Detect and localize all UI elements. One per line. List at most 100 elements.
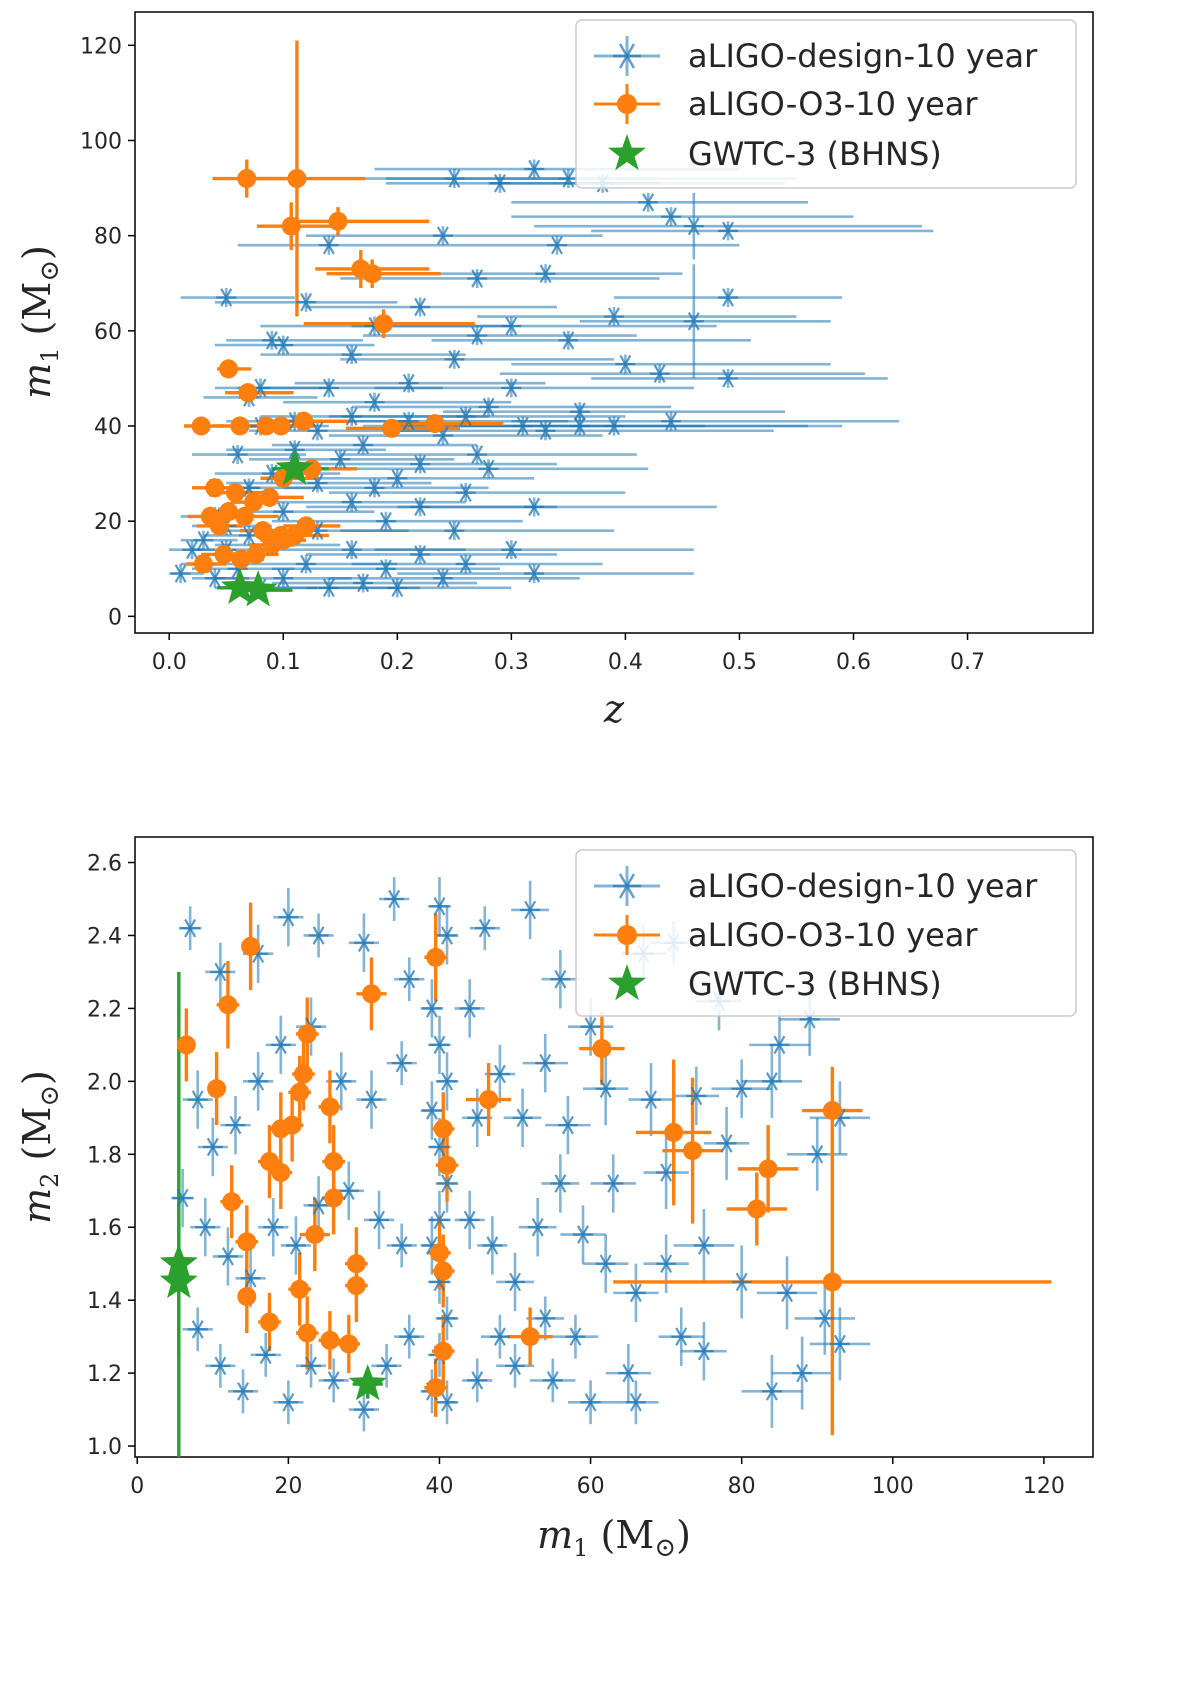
o3-point	[260, 487, 280, 507]
design-point	[718, 288, 739, 307]
design-point	[524, 564, 545, 583]
bottom-y-tick-label: 1.4	[87, 1289, 122, 1314]
o3-point	[520, 1327, 540, 1347]
o3-point	[747, 1199, 767, 1219]
design-point	[270, 1035, 291, 1055]
top-x-tick-label: 0.3	[494, 650, 529, 675]
o3-point	[293, 1064, 313, 1084]
o3-point	[297, 1024, 317, 1044]
design-point	[429, 1035, 450, 1055]
design-point	[656, 1254, 677, 1273]
top-ticks: 0.0 0.1 0.2 0.3 0.4 0.5 0.6 0.7 0 20 40 60 80 100 120	[80, 34, 985, 675]
design-point	[323, 1371, 344, 1390]
o3-point	[758, 1159, 778, 1179]
design-point	[391, 1236, 412, 1255]
design-point	[686, 1086, 707, 1106]
o3-point	[296, 516, 316, 536]
o3-point	[225, 483, 245, 503]
top-legend-o3-label: aLIGO-O3-10 year	[688, 85, 978, 123]
design-point	[172, 1188, 193, 1208]
bottom-legend-design-marker	[594, 866, 660, 906]
top-y-tick-label: 100	[80, 129, 122, 154]
design-point	[444, 350, 465, 369]
design-point	[455, 483, 476, 502]
bottom-plot: 0 20 40 60 80 100 120 1.0 1.2 1.4 1.6 1.8 2.0 2.2 2.4 2…	[15, 836, 1094, 1563]
bottom-legend: aLIGO-design-10 year aLIGO-O3-10 year GW…	[575, 849, 1077, 1017]
design-point	[580, 1017, 601, 1036]
o3-point	[287, 169, 307, 189]
design-point	[535, 1309, 556, 1328]
bottom-y-tick-label: 2.2	[87, 997, 122, 1022]
design-point	[182, 540, 203, 559]
design-point	[308, 926, 329, 945]
design-point	[410, 454, 431, 474]
design-point	[216, 288, 237, 307]
design-point	[217, 1247, 238, 1266]
design-point	[604, 416, 624, 436]
o3-point	[426, 947, 446, 967]
design-point	[520, 900, 541, 920]
design-point	[535, 421, 556, 441]
design-point	[187, 1320, 208, 1339]
design-point	[829, 1334, 850, 1354]
design-point	[761, 1382, 782, 1401]
bottom-markers	[159, 889, 850, 1419]
design-point	[307, 421, 328, 441]
bottom-legend-o3-marker	[594, 915, 660, 955]
design-point	[459, 999, 480, 1018]
o3-point	[219, 502, 239, 522]
bottom-legend-box	[575, 849, 1077, 1017]
bottom-legend-gwtc-label: GWTC-3 (BHNS)	[688, 965, 942, 1003]
design-point	[595, 1079, 616, 1098]
design-point	[580, 1393, 601, 1412]
design-point	[569, 416, 590, 436]
gwtc-point	[159, 1261, 198, 1299]
design-point	[792, 1363, 813, 1383]
o3-point	[683, 1141, 703, 1161]
design-point	[641, 1090, 662, 1109]
design-point	[364, 392, 385, 412]
o3-point	[433, 1261, 453, 1281]
design-point	[489, 1064, 510, 1084]
design-point	[604, 307, 624, 326]
top-plot: 0.0 0.1 0.2 0.3 0.4 0.5 0.6 0.7020406080100120 …	[15, 11, 1094, 731]
design-point	[501, 540, 522, 559]
design-point	[474, 918, 495, 938]
design-point	[285, 1236, 306, 1255]
design-point	[558, 169, 579, 188]
o3-point	[205, 478, 225, 498]
o3-point	[244, 492, 264, 512]
bottom-x-axis-label: m1 (M⊙)	[537, 1513, 691, 1563]
bottom-y-tick-label: 2.0	[87, 1070, 122, 1095]
design-point	[683, 312, 704, 331]
bottom-y-axis-label: m2 (M⊙)	[15, 1070, 65, 1224]
design-point	[649, 364, 670, 383]
design-point	[384, 889, 405, 909]
design-point	[625, 1283, 646, 1303]
design-point	[501, 316, 522, 336]
design-point	[399, 1327, 420, 1346]
design-point	[233, 1382, 254, 1401]
design-point	[273, 502, 294, 521]
top-y-tick-label: 20	[94, 510, 122, 535]
bottom-y-tick-label: 2.6	[87, 852, 122, 877]
design-point	[595, 1254, 616, 1273]
design-point	[318, 235, 339, 255]
design-point	[318, 378, 339, 398]
top-legend-design-marker	[594, 36, 660, 76]
design-point	[524, 159, 545, 179]
design-point	[505, 1272, 526, 1292]
o3-point	[237, 1287, 257, 1307]
design-point	[603, 1174, 624, 1193]
o3-point	[290, 1082, 310, 1102]
design-point	[512, 1108, 533, 1128]
o3-point	[346, 1254, 366, 1274]
design-point	[399, 969, 420, 989]
top-legend-gwtc-label: GWTC-3 (BHNS)	[688, 135, 942, 173]
o3-point	[294, 411, 314, 431]
top-y-axis-label: m1 (M⊙)	[15, 245, 65, 399]
design-point	[296, 554, 317, 574]
bottom-legend-o3-label: aLIGO-O3-10 year	[688, 916, 978, 954]
o3-point	[218, 995, 238, 1015]
bottom-y-tick-label: 1.0	[87, 1435, 122, 1460]
